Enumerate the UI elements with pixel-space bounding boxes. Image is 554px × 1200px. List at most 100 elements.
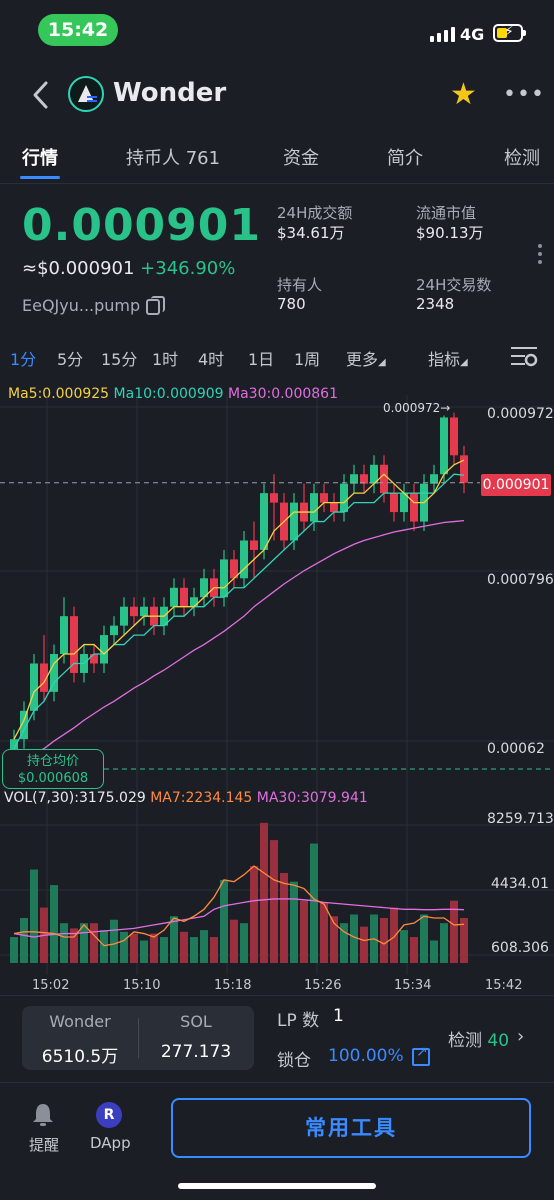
volume-bar	[160, 937, 168, 963]
interval-1h[interactable]: 1时	[152, 350, 179, 369]
volume-bar	[120, 931, 128, 963]
dapp-icon[interactable]: R	[96, 1102, 122, 1128]
vol-ma30-line	[13, 898, 465, 938]
volume-bar	[260, 822, 268, 963]
pair-value-token: 6510.5万	[41, 1047, 119, 1067]
volume-bar	[170, 916, 178, 963]
candle-body	[380, 464, 388, 494]
stats-more-icon[interactable]	[538, 244, 542, 268]
nav-dapp-label[interactable]: DApp	[90, 1134, 131, 1152]
interval-5m[interactable]: 5分	[57, 350, 84, 369]
candle-body	[230, 559, 238, 579]
vol-ma7-line	[13, 865, 465, 947]
interval-4h[interactable]: 4时	[198, 350, 225, 369]
lp-count-label: LP 数	[277, 1011, 320, 1031]
price-change: +346.90%	[140, 258, 236, 279]
nav-alert-label[interactable]: 提醒	[29, 1136, 60, 1154]
volume-bar	[350, 914, 358, 963]
volume-bar	[300, 900, 308, 963]
divider	[138, 1018, 139, 1058]
current-price-tag: 0.000901	[481, 474, 551, 496]
status-time: 15:42	[38, 14, 118, 46]
volume-bar	[60, 923, 68, 963]
stat-value-marketcap: $90.13万	[416, 224, 484, 242]
stat-value-holders: 780	[277, 295, 306, 313]
divider	[0, 1082, 554, 1083]
candle-body	[40, 663, 48, 692]
candle-body	[370, 464, 378, 484]
more-icon[interactable]: •••	[503, 82, 545, 107]
candle-body	[220, 559, 228, 598]
candle-body	[340, 483, 348, 513]
contract-address-row[interactable]: EeQJyu...pump	[22, 295, 166, 315]
price-axis-top: 0.000972	[487, 406, 554, 422]
volume-bar	[190, 937, 198, 963]
volume-bar	[20, 917, 28, 963]
volume-bar	[450, 900, 458, 963]
interval-more[interactable]: 更多◢	[346, 350, 386, 369]
tab-market[interactable]: 行情	[22, 148, 58, 169]
detect-score: 40	[487, 1031, 510, 1051]
interval-15m[interactable]: 15分	[101, 350, 138, 369]
candle-body	[120, 606, 128, 626]
volume-bar	[110, 919, 118, 963]
vol-ma7-label: MA7:2234.145	[150, 790, 253, 806]
interval-1m[interactable]: 1分	[10, 350, 37, 369]
back-icon[interactable]	[30, 80, 52, 110]
time-tick: 15:10	[123, 978, 161, 993]
time-tick: 15:18	[214, 978, 252, 993]
volume-bar	[460, 917, 468, 963]
candle-body	[260, 493, 268, 550]
interval-1w[interactable]: 1周	[294, 350, 321, 369]
candle-body	[180, 587, 188, 607]
time-tick: 15:02	[32, 978, 70, 993]
chart-settings-icon[interactable]	[510, 343, 538, 369]
bell-icon[interactable]	[31, 1102, 55, 1128]
lock-value[interactable]: 100.00%	[328, 1046, 404, 1066]
avg-cost-badge: 持仓均价 $0.000608	[2, 749, 104, 789]
stat-value-txcount: 2348	[416, 295, 455, 313]
tab-detect[interactable]: 检测	[504, 148, 540, 169]
volume-bar	[410, 937, 418, 963]
interval-1d[interactable]: 1日	[248, 350, 275, 369]
tab-intro[interactable]: 简介	[387, 148, 423, 169]
external-link-icon[interactable]	[412, 1044, 430, 1066]
candle-body	[50, 654, 58, 692]
copy-icon[interactable]	[146, 295, 166, 315]
detect-link[interactable]: 检测 40	[448, 1026, 509, 1051]
volume-bar	[220, 879, 228, 963]
time-tick: 15:34	[394, 978, 432, 993]
tab-holders[interactable]: 持币人 761	[126, 148, 221, 169]
volume-bar	[270, 840, 278, 963]
favorite-star-icon[interactable]: ★	[450, 77, 477, 112]
pair-label-token: Wonder	[49, 1012, 111, 1031]
stat-label-volume: 24H成交额	[277, 204, 353, 222]
lock-label: 锁仓	[277, 1051, 311, 1071]
common-tools-button[interactable]: 常用工具	[171, 1098, 531, 1158]
candle-body	[200, 578, 208, 598]
candle-body	[30, 663, 38, 711]
volume-bar	[360, 926, 368, 963]
kline-chart[interactable]	[0, 395, 554, 975]
volume-bar	[80, 923, 88, 963]
candle-body	[130, 606, 138, 617]
token-title: Wonder	[113, 78, 227, 108]
candle-body	[460, 455, 468, 483]
tab-funds[interactable]: 资金	[283, 148, 319, 169]
avg-cost-label: 持仓均价	[26, 754, 79, 769]
candle-body	[170, 587, 178, 607]
candle-body	[190, 597, 198, 607]
chevron-right-icon[interactable]: ›	[517, 1026, 525, 1047]
detect-label: 检测	[448, 1031, 482, 1051]
volume-bar	[310, 843, 318, 963]
volume-bar	[440, 923, 448, 963]
ma30-label: Ma30:0.000861	[228, 386, 338, 402]
pair-label-sol: SOL	[180, 1012, 212, 1031]
stat-label-marketcap: 流通市值	[416, 204, 477, 222]
candle-body	[250, 540, 258, 550]
volume-bar	[230, 919, 238, 963]
indicator-menu[interactable]: 指标◢	[428, 350, 468, 369]
volume-bar	[420, 914, 428, 963]
candle-body	[410, 493, 418, 522]
candle-body	[330, 502, 338, 513]
